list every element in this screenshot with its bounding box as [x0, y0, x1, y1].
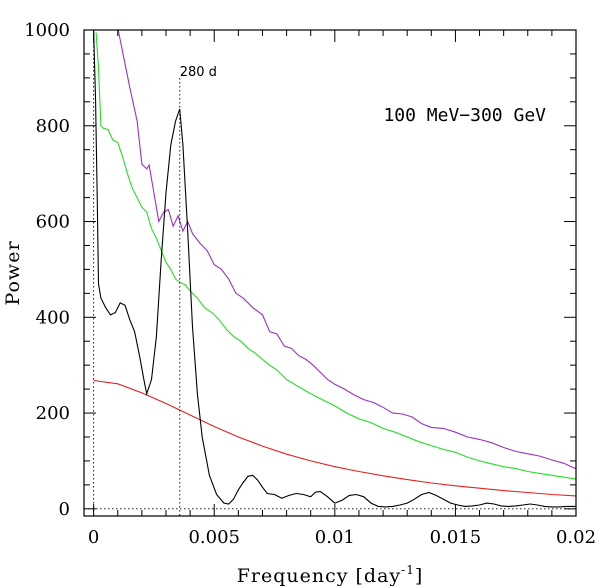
series-layer	[93, 30, 576, 508]
plot-frame	[83, 29, 577, 517]
y-tick-label: 400	[36, 307, 70, 328]
y-tick-label: 600	[36, 212, 70, 233]
x-tick-label: 0	[88, 527, 99, 548]
y-tick-label: 1000	[24, 20, 70, 41]
x-tick-label: 0.02	[556, 527, 596, 548]
series-line-2	[93, 379, 576, 497]
tick-labels-layer: 0 0.005 0.01 0.015 0.02 0 200 400 600 800 1000	[24, 20, 596, 548]
y-tick-label: 0	[59, 499, 70, 520]
peak-label: 280 d	[180, 65, 217, 80]
x-tick-label: 0.015	[430, 527, 482, 548]
energy-range-annotation: 100 MeV−300 GeV	[383, 105, 546, 126]
y-axis-label: Power	[2, 240, 24, 305]
x-tick-label: 0.01	[315, 527, 355, 548]
x-tick-label: 0.005	[188, 527, 240, 548]
series-line-1	[95, 32, 576, 480]
y-tick-label: 200	[36, 403, 70, 424]
series-line-3	[93, 30, 576, 508]
x-axis-label-close: ]	[415, 565, 423, 586]
ticks-layer	[84, 29, 577, 516]
guide-layer	[84, 30, 576, 516]
x-axis-label-main: Frequency [day	[237, 565, 401, 586]
y-tick-label: 800	[36, 116, 70, 137]
series-line-0	[117, 30, 576, 470]
x-axis-label-superscript: -1	[401, 563, 415, 577]
x-axis-label: Frequency [day-1]	[237, 563, 424, 586]
